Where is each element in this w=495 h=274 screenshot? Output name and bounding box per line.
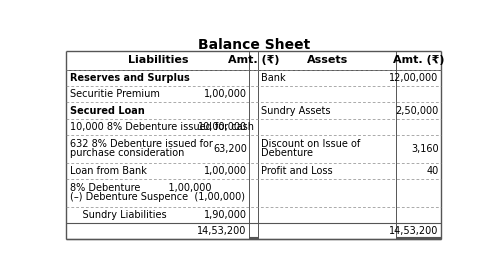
Text: Secured Loan: Secured Loan (69, 105, 145, 116)
Text: Amt. (₹): Amt. (₹) (228, 55, 280, 65)
Text: Balance Sheet: Balance Sheet (198, 38, 310, 52)
Text: 40: 40 (426, 166, 439, 176)
Text: 14,53,200: 14,53,200 (389, 226, 439, 236)
Text: 10,000 8% Debenture issued for cash: 10,000 8% Debenture issued for cash (69, 122, 253, 132)
Text: Securitie Premium: Securitie Premium (69, 89, 159, 99)
Text: Profit and Loss: Profit and Loss (261, 166, 333, 176)
Text: Assets: Assets (307, 55, 348, 65)
Text: 1,00,000: 1,00,000 (204, 166, 247, 176)
Text: (–) Debenture Suspence  (1,00,000): (–) Debenture Suspence (1,00,000) (69, 192, 245, 202)
Text: Sundry Liabilities: Sundry Liabilities (69, 210, 166, 220)
Text: 1,00,000: 1,00,000 (204, 89, 247, 99)
Text: 632 8% Debenture issued for: 632 8% Debenture issued for (69, 139, 212, 149)
Text: 2,50,000: 2,50,000 (396, 105, 439, 116)
Text: Reserves and Surplus: Reserves and Surplus (69, 73, 189, 83)
Text: 8% Debenture         1,00,000: 8% Debenture 1,00,000 (69, 183, 211, 193)
Text: Loan from Bank: Loan from Bank (69, 166, 147, 176)
Text: 63,200: 63,200 (213, 144, 247, 154)
Text: Debenture: Debenture (261, 148, 313, 158)
Text: Bank: Bank (261, 73, 286, 83)
Text: Discount on Issue of: Discount on Issue of (261, 139, 361, 149)
Text: Amt. (₹): Amt. (₹) (393, 55, 445, 65)
Text: Sundry Assets: Sundry Assets (261, 105, 331, 116)
Text: Liabilities: Liabilities (128, 55, 188, 65)
Text: 1,90,000: 1,90,000 (204, 210, 247, 220)
Text: 10,00,000: 10,00,000 (198, 122, 247, 132)
Text: 3,160: 3,160 (411, 144, 439, 154)
Text: 12,00,000: 12,00,000 (390, 73, 439, 83)
Text: 14,53,200: 14,53,200 (198, 226, 247, 236)
Text: purchase consideration: purchase consideration (69, 148, 184, 158)
